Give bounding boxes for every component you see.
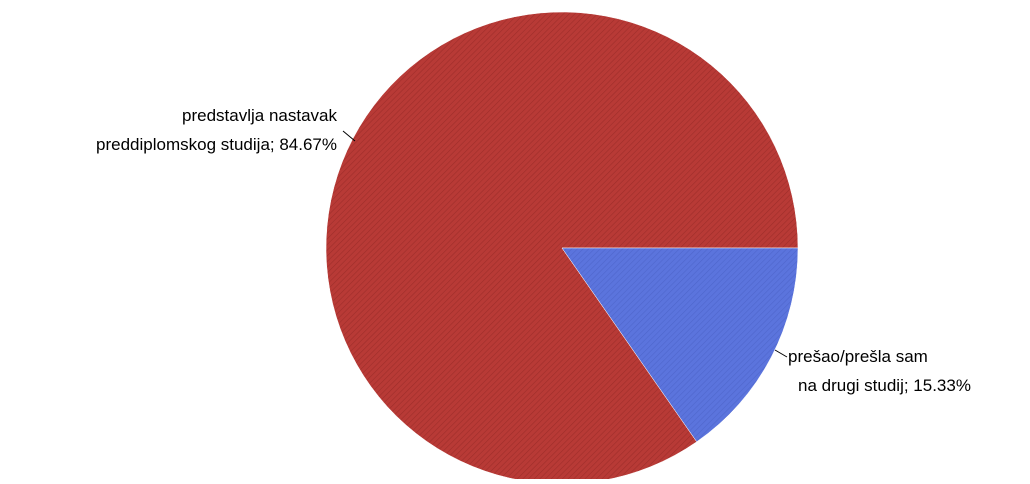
data-label-continuation: predstavlja nastavak preddiplomskog studi… <box>96 106 337 154</box>
data-label-continuation-line-2: preddiplomskog studija; 84.67% <box>96 135 337 154</box>
leader-line-other-study <box>774 349 788 358</box>
leader-line-continuation <box>342 130 356 142</box>
pie-slices <box>325 11 799 484</box>
pie-data-labels: predstavlja nastavak preddiplomskog studi… <box>96 106 971 395</box>
data-label-other-study-line-2: na drugi studij; 15.33% <box>798 376 971 395</box>
pie-leader-lines <box>342 130 788 358</box>
data-label-other-study: prešao/prešla sam na drugi studij; 15.33% <box>788 347 971 395</box>
data-label-continuation-line-1: predstavlja nastavak <box>182 106 337 125</box>
pie-slice-other-study <box>561 247 799 443</box>
data-label-other-study-line-1: prešao/prešla sam <box>788 347 928 366</box>
